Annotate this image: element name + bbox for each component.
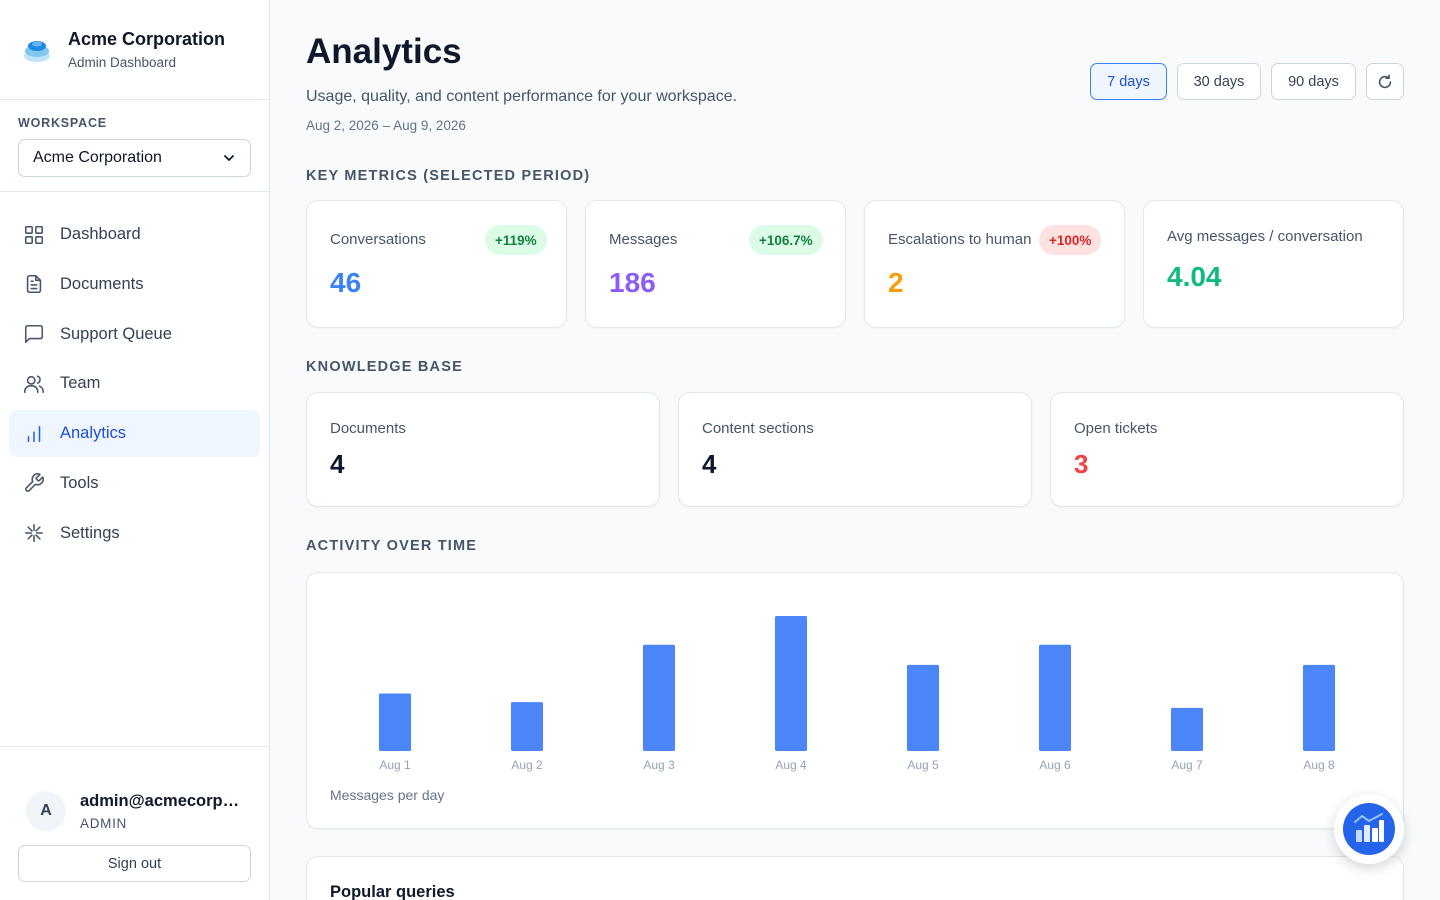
sidebar-item-analytics[interactable]: Analytics	[9, 410, 260, 458]
metric-value: 4	[330, 449, 345, 479]
chart-bar	[511, 702, 543, 751]
date-range: Aug 2, 2026 – Aug 9, 2026	[306, 118, 466, 133]
key-metrics-title: KEY METRICS (SELECTED PERIOD)	[306, 168, 591, 184]
sidebar-item-label: Dashboard	[60, 225, 141, 243]
brand-name: Acme Corporation	[68, 29, 226, 49]
user-section: A admin@acmecorp.com ADMIN Sign out	[0, 746, 269, 900]
metric-value: 186	[609, 267, 656, 298]
brand-subtitle: Admin Dashboard	[68, 55, 177, 70]
kb-card-open-tickets: Open tickets 3	[1050, 392, 1404, 507]
grid-icon	[22, 223, 46, 247]
change-badge: +106.7%	[749, 225, 823, 255]
user-email: admin@acmecorp.com	[80, 791, 240, 810]
range-90-days-button[interactable]: 90 days	[1271, 63, 1356, 100]
wrench-icon	[22, 471, 46, 495]
x-tick-label: Aug 3	[643, 758, 675, 772]
change-badge: +119%	[485, 225, 547, 255]
activity-chart-card: Aug 1 Aug 2 Aug 3 Aug 4 Aug 5 Aug 6 Aug 7 Aug 8…	[306, 572, 1404, 829]
settings-icon	[22, 521, 46, 545]
metric-value: 46	[330, 267, 362, 298]
chevron-down-icon	[224, 155, 234, 161]
x-tick-label: Aug 1	[379, 758, 411, 772]
metric-value: 3	[1074, 449, 1089, 479]
metric-label: Escalations to human	[888, 231, 1032, 248]
sidebar-item-team[interactable]: Team	[9, 360, 260, 407]
bar-chart-icon	[1343, 803, 1395, 855]
popular-queries-card: Popular queries	[306, 856, 1404, 900]
kb-card-documents: Documents 4	[306, 392, 660, 507]
chart-caption: Messages per day	[330, 787, 445, 803]
sidebar-item-support-queue[interactable]: Support Queue	[9, 311, 260, 358]
chart-bar	[1171, 707, 1203, 751]
metric-label: Content sections	[702, 420, 814, 437]
workspace-section: WORKSPACE Acme Corporation	[0, 100, 269, 192]
sign-out-button[interactable]: Sign out	[18, 845, 251, 882]
metric-value: 2	[888, 267, 904, 298]
workspace-select-value: Acme Corporation	[33, 149, 162, 166]
chart-bar	[643, 644, 675, 751]
brand-header: Acme Corporation Admin Dashboard	[0, 0, 269, 100]
metric-label: Open tickets	[1074, 420, 1158, 437]
avatar: A	[26, 791, 66, 831]
metric-card-conversations: Conversations +119% 46	[306, 200, 567, 328]
sidebar-item-label: Tools	[60, 473, 99, 492]
page-title: Analytics	[306, 32, 462, 71]
chart-bar	[1303, 664, 1335, 751]
sidebar-nav: Dashboard Documents Support Queue Team A…	[0, 192, 269, 579]
x-tick-label: Aug 5	[907, 758, 939, 772]
x-tick-label: Aug 6	[1039, 758, 1071, 772]
analytics-fab-button[interactable]	[1334, 794, 1404, 864]
acme-logo-icon	[22, 35, 52, 65]
popular-queries-title: Popular queries	[330, 883, 455, 900]
metric-label: Conversations	[330, 231, 426, 248]
x-tick-label: Aug 7	[1171, 758, 1203, 772]
chart-bar	[907, 664, 939, 751]
bar-chart-icon	[22, 422, 46, 446]
sidebar-item-label: Settings	[60, 523, 120, 542]
workspace-label: WORKSPACE	[18, 116, 107, 130]
sidebar-item-label: Analytics	[60, 424, 127, 443]
document-icon	[22, 272, 46, 296]
activity-bar-chart: Aug 1 Aug 2 Aug 3 Aug 4 Aug 5 Aug 6 Aug 7 Aug 8	[379, 616, 1335, 772]
metric-card-avg-messages: Avg messages / conversation 4.04	[1143, 200, 1404, 328]
x-tick-label: Aug 4	[775, 758, 807, 772]
user-role: ADMIN	[80, 815, 127, 831]
chart-bar	[775, 616, 807, 751]
page-description: Usage, quality, and content performance …	[306, 88, 738, 105]
sidebar-item-label: Team	[60, 374, 101, 393]
kb-card-content-sections: Content sections 4	[678, 392, 1032, 507]
metric-value: 4.04	[1167, 261, 1222, 292]
x-tick-label: Aug 8	[1303, 758, 1335, 772]
chat-icon	[22, 322, 46, 346]
chart-bar	[379, 693, 411, 751]
metric-label: Avg messages / conversation	[1167, 228, 1363, 245]
sidebar-item-dashboard[interactable]: Dashboard	[9, 211, 260, 258]
users-icon	[22, 372, 46, 396]
range-7-days-button[interactable]: 7 days	[1090, 63, 1167, 100]
metric-label: Documents	[330, 420, 406, 437]
metric-value: 4	[702, 449, 717, 479]
user-profile: A admin@acmecorp.com ADMIN	[18, 747, 251, 845]
sidebar-item-documents[interactable]: Documents	[9, 261, 260, 308]
range-30-days-button[interactable]: 30 days	[1177, 63, 1261, 100]
refresh-button[interactable]	[1366, 63, 1404, 100]
sidebar: Acme Corporation Admin Dashboard WORKSPA…	[0, 0, 270, 900]
chart-bar	[1039, 644, 1071, 751]
refresh-icon	[1378, 73, 1392, 88]
range-selector: 7 days 30 days 90 days	[1090, 63, 1404, 100]
activity-title: ACTIVITY OVER TIME	[306, 538, 478, 554]
change-badge: +100%	[1039, 225, 1102, 255]
metric-card-messages: Messages +106.7% 186	[585, 200, 846, 328]
metric-card-escalations: Escalations to human +100% 2	[864, 200, 1125, 328]
sidebar-item-label: Documents	[60, 274, 144, 293]
sidebar-item-tools[interactable]: Tools	[9, 460, 260, 507]
workspace-select[interactable]: Acme Corporation	[18, 139, 251, 177]
sidebar-item-settings[interactable]: Settings	[9, 510, 260, 557]
x-tick-label: Aug 2	[511, 758, 543, 772]
metric-label: Messages	[609, 231, 678, 248]
knowledge-base-title: KNOWLEDGE BASE	[306, 359, 463, 375]
sidebar-item-label: Support Queue	[60, 324, 172, 343]
